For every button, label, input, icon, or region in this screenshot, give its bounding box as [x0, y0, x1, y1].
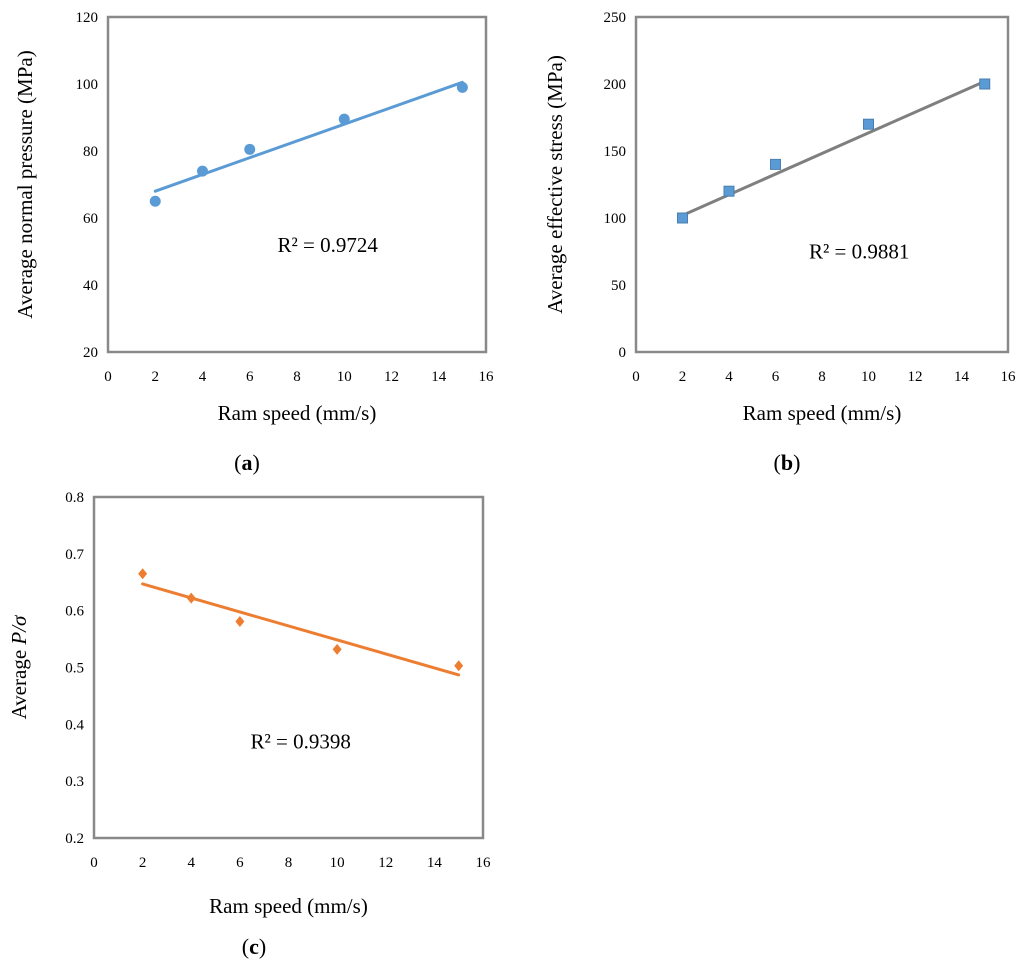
x-tick-label: 14 [427, 855, 443, 871]
x-tick-label: 6 [772, 369, 780, 385]
x-tick-label: 0 [104, 369, 112, 385]
data-point [244, 143, 256, 155]
plot-frame [106, 15, 488, 354]
data-point [186, 592, 196, 604]
data-point [456, 81, 468, 93]
x-tick-label: 12 [384, 369, 399, 385]
x-tick-label: 4 [725, 369, 733, 385]
data-point [723, 185, 735, 197]
y-tick-label: 50 [611, 278, 626, 294]
y-axis-title-prefix: Average [7, 645, 31, 720]
y-axis-title: Average P/σ [7, 614, 31, 719]
r-squared-label: R² = 0.9724 [278, 233, 379, 257]
panel-label-open: ( [774, 450, 781, 475]
data-point [149, 195, 161, 207]
x-tick-label: 14 [431, 369, 447, 385]
x-axis-title: Ram speed (mm/s) [209, 894, 368, 918]
x-axis-title: Ram speed (mm/s) [743, 401, 902, 425]
panel-label-letter: c [249, 934, 259, 959]
x-tick-label: 2 [152, 369, 160, 385]
y-tick-label: 150 [604, 144, 627, 160]
data-point [338, 113, 350, 125]
y-tick-label: 100 [76, 77, 99, 93]
panel-label-open: ( [234, 450, 241, 475]
x-tick-label: 16 [479, 369, 495, 385]
data-point [677, 212, 688, 224]
y-axis-title: Average effective stress (MPa) [543, 55, 567, 314]
x-tick-label: 10 [337, 369, 352, 385]
panel-label-close: ) [793, 450, 800, 475]
y-axis-title: Average normal pressure (MPa) [13, 50, 37, 318]
x-tick-label: 10 [330, 855, 345, 871]
chart-panel-a: 0 2 4 6 8 10 12 14 16 20 40 60 80 100 120 Ram speed (mm… [13, 10, 494, 475]
data-point [863, 118, 874, 130]
r-squared-label: R² = 0.9881 [809, 240, 909, 264]
x-axis-title: Ram speed (mm/s) [218, 401, 377, 425]
y-tick-label: 40 [83, 278, 98, 294]
x-tick-label: 2 [679, 369, 687, 385]
x-tick-label: 0 [632, 369, 640, 385]
data-point [138, 568, 148, 580]
y-tick-label: 120 [76, 10, 99, 26]
y-axis-title-symbol: P/σ [7, 614, 31, 646]
plot-frame [92, 495, 485, 840]
x-tick-label: 4 [188, 855, 196, 871]
y-tick-label: 0.5 [65, 661, 84, 677]
data-point [332, 643, 342, 655]
y-tick-label: 100 [604, 211, 627, 227]
x-tick-label: 0 [90, 855, 98, 871]
panel-label-close: ) [259, 934, 266, 959]
y-tick-label: 0.8 [65, 490, 84, 506]
chart-panel-b: 0 2 4 6 8 10 12 14 16 0 50 100 150 200 250 Ram speed (m… [543, 10, 1016, 475]
trendline [141, 582, 461, 677]
y-tick-label: 0.2 [65, 831, 84, 847]
x-tick-label: 16 [476, 855, 492, 871]
chart-panel-c: 0 2 4 6 8 10 12 14 16 0.2 0.3 0.4 0.5 0.6 0.7 0.8 Ram sp… [7, 490, 491, 959]
data-point [770, 158, 781, 170]
y-tick-label: 0.3 [65, 774, 84, 790]
x-tick-label: 6 [246, 369, 254, 385]
y-tick-label: 0.7 [65, 547, 84, 563]
y-tick-label: 250 [604, 10, 627, 26]
x-tick-label: 4 [199, 369, 207, 385]
x-tick-label: 6 [236, 855, 244, 871]
data-point [979, 78, 991, 90]
x-tick-label: 8 [285, 855, 293, 871]
panel-label: (c) [242, 934, 266, 959]
x-tick-label: 16 [1001, 369, 1017, 385]
r-squared-label: R² = 0.9398 [250, 729, 350, 753]
y-tick-label: 0 [619, 345, 627, 361]
y-tick-label: 80 [83, 144, 98, 160]
panel-label-open: ( [242, 934, 249, 959]
x-tick-label: 8 [818, 369, 826, 385]
x-tick-label: 14 [954, 369, 970, 385]
y-tick-label: 20 [83, 345, 98, 361]
x-tick-label: 12 [378, 855, 393, 871]
x-tick-label: 12 [908, 369, 923, 385]
data-point [197, 165, 208, 177]
y-tick-label: 60 [83, 211, 98, 227]
panel-label: (b) [774, 450, 801, 475]
y-tick-label: 0.6 [65, 604, 84, 620]
panel-label-close: ) [253, 450, 260, 475]
panel-label: (a) [234, 450, 260, 475]
data-point [235, 615, 245, 627]
y-tick-label: 0.4 [65, 717, 84, 733]
data-point [454, 660, 464, 672]
x-tick-label: 10 [861, 369, 876, 385]
y-tick-label: 200 [604, 77, 627, 93]
panel-label-letter: b [781, 450, 793, 475]
panel-label-letter: a [242, 450, 253, 475]
plot-frame [634, 15, 1010, 354]
x-tick-label: 2 [139, 855, 147, 871]
x-tick-label: 8 [293, 369, 301, 385]
